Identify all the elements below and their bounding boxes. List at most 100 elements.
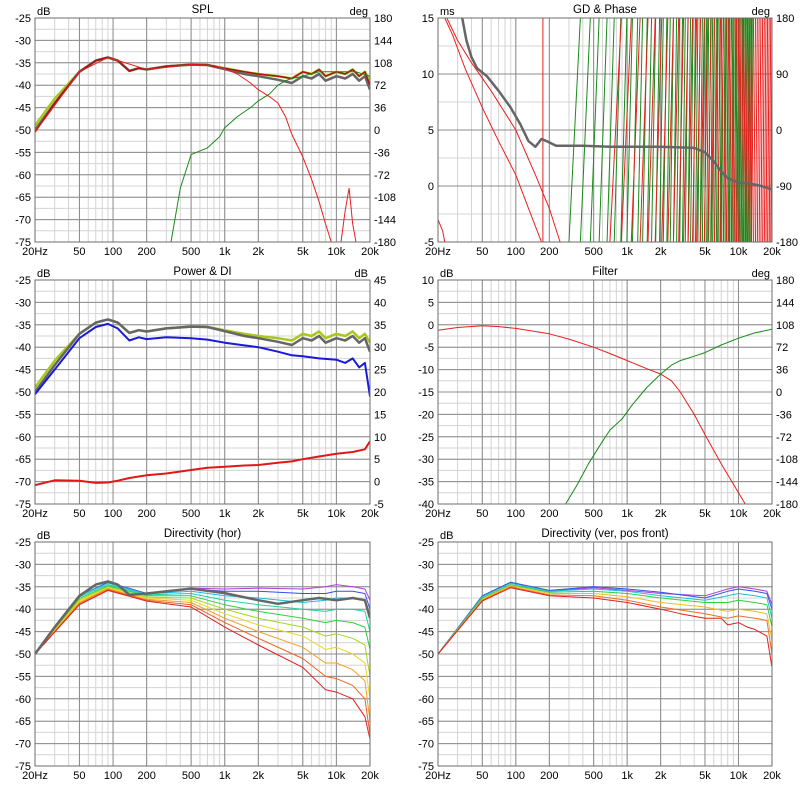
x-tick-label: 500: [584, 508, 602, 520]
x-tick-label: 20k: [361, 508, 379, 520]
phase-segment: [630, 18, 641, 242]
phase-segment: [678, 18, 685, 242]
y2-tick-label: 5: [374, 454, 380, 466]
x-tick-label: 50: [73, 246, 85, 258]
y2-tick-label: 180: [776, 275, 794, 287]
series-line-8: [35, 589, 370, 735]
phase-segment: [754, 18, 758, 242]
phase-segment: [728, 18, 733, 242]
right-unit-label: deg: [350, 6, 368, 18]
x-tick-label: 50: [476, 770, 488, 782]
phase-segment: [620, 18, 632, 242]
phase-segment: [760, 18, 764, 242]
y2-tick-label: -108: [776, 454, 798, 466]
left-unit-label: dB: [37, 268, 50, 280]
phase-segment: [701, 18, 706, 242]
x-tick-label: 5k: [699, 508, 711, 520]
y2-tick-label: -5: [374, 499, 384, 511]
series-line-7: [35, 588, 370, 722]
gridlines: [34, 541, 371, 767]
y2-tick-label: -180: [374, 237, 396, 249]
phase-segment: [763, 18, 767, 242]
x-tick-label: 2k: [655, 508, 667, 520]
phase-segment: [710, 18, 715, 242]
x-tick-label: 500: [182, 508, 200, 520]
left-unit-label: dB: [37, 530, 50, 542]
y-tick-label: -35: [418, 477, 434, 489]
phase-segment: [713, 18, 719, 242]
x-tick-label: 200: [137, 770, 155, 782]
x-tick-label: 1k: [621, 770, 633, 782]
x-tick-label: 10k: [730, 246, 748, 258]
phase-segment: [765, 18, 769, 242]
y-tick-label: -20: [418, 409, 434, 421]
plot-border: [34, 17, 371, 243]
series-line-1: [438, 581, 772, 655]
gridlines: [437, 541, 773, 767]
phase-segment: [727, 18, 731, 242]
y-tick-label: -60: [15, 432, 31, 444]
x-tick-label: 500: [584, 770, 602, 782]
phase-segment: [706, 18, 710, 242]
phase-segment: [751, 18, 755, 242]
phase-segment: [683, 18, 689, 242]
series-group: [35, 56, 370, 242]
y2-tick-label: 0: [374, 125, 380, 137]
phase-segment: [598, 18, 608, 242]
x-tick-label: 10k: [730, 508, 748, 520]
phase-segment: [696, 18, 702, 242]
series-line-2: [35, 322, 370, 397]
series-group: [35, 318, 370, 487]
phase-segment: [631, 18, 639, 242]
chart-title: Directivity (hor): [164, 528, 241, 540]
y2-tick-label: 72: [776, 342, 788, 354]
plot-border: [437, 17, 773, 243]
x-tick-label: 20Hz: [22, 770, 48, 782]
phase-segment: [700, 18, 705, 242]
series-line-3: [170, 71, 370, 242]
y-tick-label: -75: [15, 499, 31, 511]
x-tick-label: 2k: [253, 246, 265, 258]
phase-segment: [690, 18, 694, 242]
x-tick-label: 50: [476, 508, 488, 520]
phase-segment: [724, 18, 728, 242]
y2-tick-label: -144: [776, 477, 798, 489]
y-tick-label: -5: [424, 237, 434, 249]
phase-segment: [745, 18, 749, 242]
series-group: [438, 581, 772, 668]
left-unit-label: dB: [37, 6, 50, 18]
phase-segment: [681, 18, 686, 242]
series-line-1: [565, 328, 772, 504]
x-tick-label: 2k: [253, 508, 265, 520]
x-tick-label: 1k: [621, 508, 633, 520]
series-line-3: [35, 584, 370, 655]
y-tick-label: -35: [15, 320, 31, 332]
phase-segment: [659, 18, 664, 242]
phase-segment: [740, 18, 744, 242]
x-tick-label: 1k: [219, 508, 231, 520]
y2-tick-label: 10: [374, 432, 386, 444]
chart-spl: SPL dB deg -25 -30 -35 -40 -45 -50 -55 -60 -65 -70 -7…: [15, 4, 396, 258]
series-group: [438, 325, 772, 504]
y2-tick-label: 40: [374, 297, 386, 309]
y-tick-label: -50: [418, 649, 434, 661]
y2-tick-label: 0: [776, 387, 782, 399]
series-line-5: [35, 586, 370, 677]
y2-tick-label: 35: [374, 320, 386, 332]
phase-segment: [661, 18, 669, 242]
y-tick-label: -55: [15, 671, 31, 683]
y-tick-label: -35: [15, 58, 31, 70]
y-tick-label: -75: [15, 237, 31, 249]
x-tick-label: 20k: [361, 770, 379, 782]
x-tick-label: 100: [507, 770, 525, 782]
plot-border: [34, 279, 371, 505]
phase-segment: [719, 18, 723, 242]
gridlines: [34, 17, 371, 243]
x-tick-label: 5k: [297, 770, 309, 782]
phase-segment: [742, 18, 747, 242]
x-tick-label: 20k: [763, 246, 781, 258]
x-tick-label: 5k: [297, 508, 309, 520]
y-tick-label: -40: [15, 342, 31, 354]
phase-segment: [768, 18, 772, 242]
y-tick-label: 10: [422, 275, 434, 287]
